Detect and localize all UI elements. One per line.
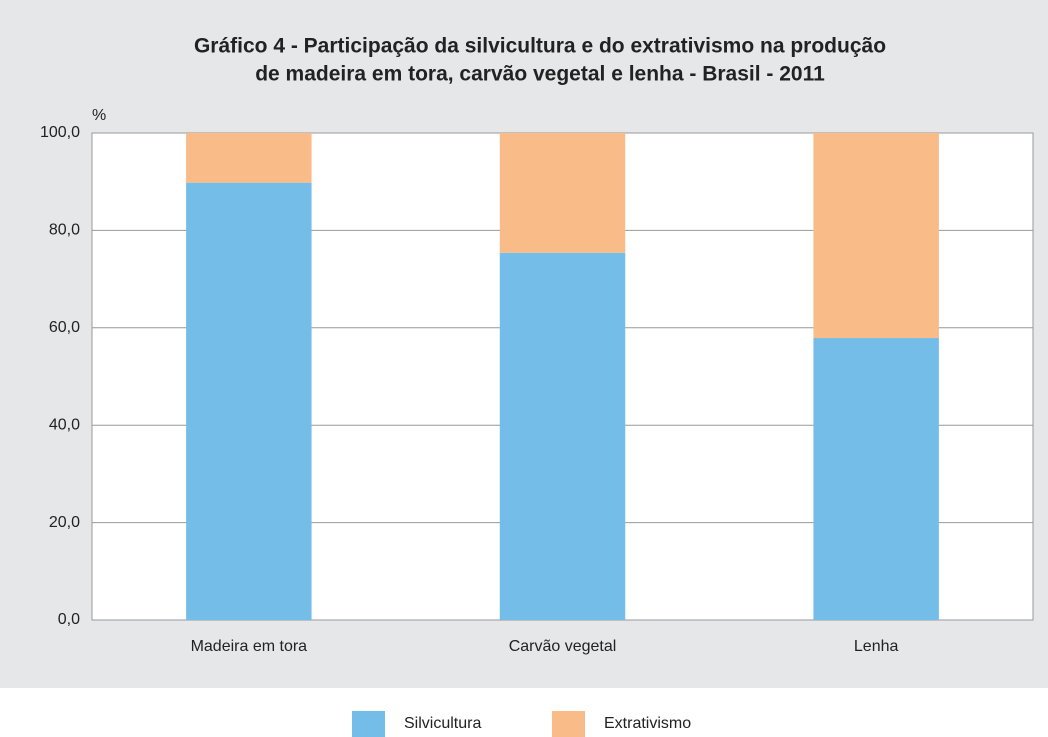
bar-segment [813,338,939,620]
bar-segment [499,133,626,253]
y-tick-label: 20,0 [49,514,80,531]
legend-swatch [552,711,585,737]
x-tick-label: Madeira em tora [191,638,308,655]
y-tick-label: 0,0 [58,611,80,628]
chart-title: Gráfico 4 - Participação da silvicultura… [194,35,886,58]
bar-segment [499,252,626,620]
bar-segment [186,182,312,620]
y-tick-label: 60,0 [49,319,80,336]
legend-label: Extrativismo [604,715,691,732]
y-tick-label: 40,0 [49,416,80,433]
bar-segment [813,133,939,339]
x-tick-label: Lenha [854,638,899,655]
x-tick-label: Carvão vegetal [509,638,617,655]
legend-swatch [352,711,385,737]
y-tick-label: 100,0 [40,124,80,141]
bar-segment [186,133,312,183]
chart-title: de madeira em tora, carvão vegetal e len… [255,63,825,86]
y-tick-label: 80,0 [49,222,80,239]
legend-label: Silvicultura [404,715,481,732]
y-axis-label: % [92,107,106,124]
